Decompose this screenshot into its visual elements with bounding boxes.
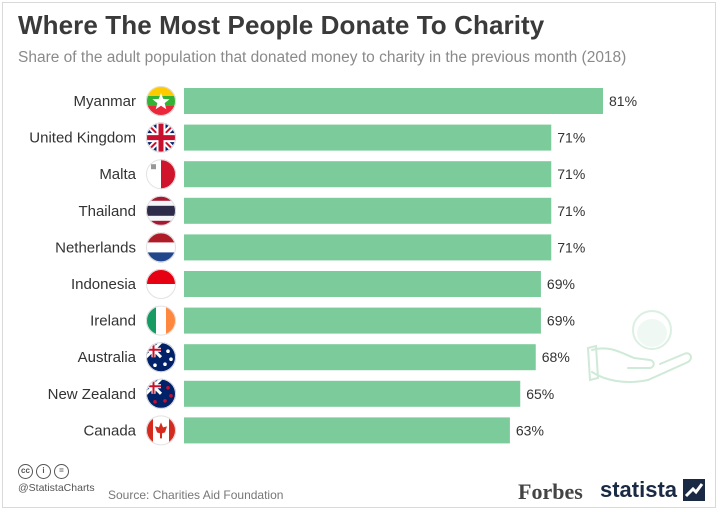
value-label: 71%	[557, 239, 585, 255]
chart-title: Where The Most People Donate To Charity	[18, 10, 545, 40]
uk-flag-icon	[146, 122, 176, 153]
thailand-flag-icon	[146, 195, 176, 226]
attribution-icon: i	[36, 464, 51, 479]
bar-row: Netherlands 71%	[55, 232, 585, 263]
creative-commons-icon: cc	[18, 464, 33, 479]
value-label: 81%	[609, 93, 637, 109]
bar	[184, 307, 541, 334]
ireland-flag-icon	[146, 305, 176, 336]
category-label: Australia	[78, 349, 137, 366]
category-label: Malta	[99, 166, 136, 183]
category-label: Indonesia	[71, 276, 137, 293]
netherlands-flag-icon	[146, 232, 176, 263]
value-label: 69%	[547, 276, 575, 292]
bar-row: Thailand 71%	[78, 195, 585, 226]
bar	[184, 380, 521, 407]
bar	[184, 417, 510, 444]
bar	[184, 271, 541, 297]
category-label: Ireland	[90, 313, 136, 330]
bar	[184, 161, 552, 188]
no-derivatives-icon: =	[54, 464, 69, 479]
indonesia-flag-icon	[146, 269, 176, 299]
source-note: Source: Charities Aid Foundation	[108, 488, 284, 502]
bar-row: New Zealand 65%	[48, 378, 554, 409]
value-label: 65%	[526, 386, 554, 402]
value-label: 71%	[557, 166, 585, 182]
bar-row: Indonesia 69%	[71, 269, 575, 299]
forbes-logo: Forbes	[518, 479, 583, 504]
value-label: 63%	[516, 422, 544, 438]
bar-row: Ireland 69%	[90, 305, 575, 336]
bar-row: Canada 63%	[83, 415, 544, 446]
category-label: United Kingdom	[29, 130, 136, 147]
myanmar-flag-icon	[146, 86, 176, 116]
chart-subtitle: Share of the adult population that donat…	[18, 49, 627, 66]
statista-mark-icon	[683, 479, 706, 501]
new-zealand-flag-icon	[146, 378, 176, 409]
hand-coin-icon	[586, 310, 692, 383]
license-block: cc i = @StatistaCharts	[18, 464, 95, 494]
statista-handle: @StatistaCharts	[18, 482, 95, 494]
bar	[184, 197, 552, 224]
bar-row: Myanmar 81%	[73, 86, 637, 116]
value-label: 69%	[547, 313, 575, 329]
malta-flag-icon	[146, 159, 176, 190]
category-label: New Zealand	[48, 386, 136, 403]
category-label: Myanmar	[73, 93, 136, 110]
bar	[184, 88, 603, 114]
bar	[184, 124, 552, 151]
bar-row: Malta 71%	[99, 159, 585, 190]
bar-row: United Kingdom 71%	[29, 122, 585, 153]
statista-wordmark: statista	[600, 477, 678, 502]
value-label: 68%	[542, 349, 570, 365]
value-label: 71%	[557, 130, 585, 146]
bar	[184, 344, 536, 371]
category-label: Netherlands	[55, 239, 136, 256]
category-label: Canada	[83, 422, 136, 439]
category-label: Thailand	[78, 203, 136, 220]
australia-flag-icon	[146, 342, 176, 373]
value-label: 71%	[557, 203, 585, 219]
statista-logo: statista	[600, 477, 706, 503]
canada-flag-icon	[146, 415, 176, 446]
bar	[184, 234, 552, 261]
bar-row: Australia 68%	[78, 342, 570, 373]
